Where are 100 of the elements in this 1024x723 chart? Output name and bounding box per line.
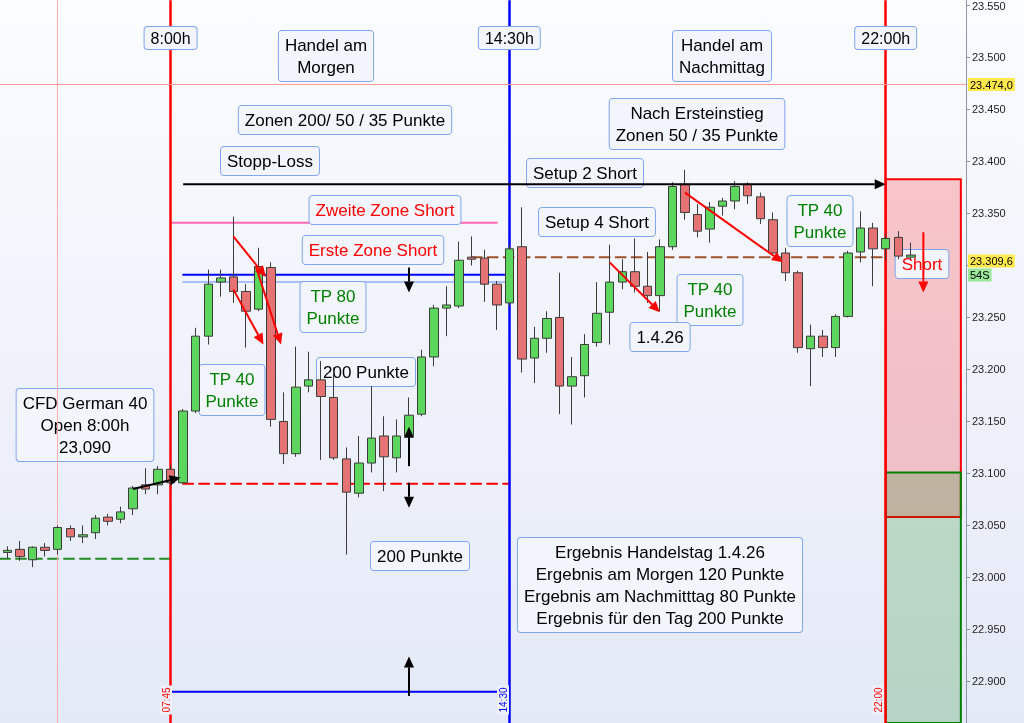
annotation: TP 80 Punkte	[306, 286, 360, 328]
ref-line-label: 8:00h	[150, 29, 191, 47]
candlestick	[429, 304, 439, 367]
annotation: Stopp-Loss	[227, 151, 313, 171]
y-tick-label: 23.350	[972, 207, 1006, 220]
annotation: TP 40 Punkte	[205, 369, 259, 411]
candlestick	[204, 269, 213, 345]
candlestick	[542, 310, 552, 354]
annotation: Zonen 200/ 50 / 35 Punkte	[244, 110, 446, 130]
annotation: TP 40 Punkte	[793, 200, 847, 242]
candlestick	[454, 241, 464, 309]
y-tick-label: 23.150	[972, 415, 1006, 428]
candlestick	[592, 281, 602, 348]
candlestick	[379, 415, 389, 492]
candlestick	[643, 251, 652, 304]
y-tick-label: 23.550	[972, 0, 1006, 12]
annotation: CFD German 40 Open 8:00h 23,090	[22, 393, 148, 457]
candlestick	[417, 349, 426, 417]
y-tick-label: 23.500	[972, 51, 1006, 64]
candlestick	[178, 408, 188, 485]
annotation: Setup 4 Short	[545, 212, 650, 232]
candlestick	[266, 261, 276, 428]
y-tick-label: 22.950	[972, 623, 1006, 636]
candlestick	[367, 385, 376, 473]
y-tick-label: 22.900	[972, 675, 1006, 688]
y-tick-label: 23.250	[972, 311, 1006, 324]
candlestick	[316, 360, 326, 461]
y-tick-label: 23.400	[972, 155, 1006, 168]
candlestick	[78, 524, 88, 544]
candlestick	[342, 446, 351, 556]
annotation: 07:45	[160, 687, 172, 713]
text: 23.309,6	[970, 255, 1013, 267]
candlestick	[53, 524, 62, 556]
ref-line-label: 14:30h	[484, 29, 534, 47]
candlestick	[868, 222, 878, 287]
annotation: Handel am Nachmittag	[679, 35, 765, 77]
y-tick-label: 23.450	[972, 103, 1006, 116]
annotation: Ergebnis Handelstag 1.4.26 Ergebnis am Morgen 120 Punkte Ergebnis am Nachmitttag 80 Punkte Ergebnis für den Tag 200 Punkte	[523, 542, 797, 628]
candlestick	[91, 514, 100, 540]
candlestick	[28, 545, 37, 568]
candlestick	[818, 329, 828, 358]
candlestick	[555, 272, 564, 415]
candlestick	[730, 180, 740, 210]
candlestick	[831, 313, 840, 358]
candlestick	[354, 435, 364, 498]
y-tick-label: 23.100	[972, 467, 1006, 480]
annotation: 200 Punkte	[376, 546, 464, 566]
ref-line-label: 23.474,0	[970, 78, 1013, 91]
candlestick	[605, 244, 614, 345]
candlestick	[693, 203, 702, 238]
candlestick	[743, 181, 752, 205]
candlestick	[655, 238, 665, 312]
candlestick	[768, 211, 778, 256]
annotation: Setup 2 Short	[533, 163, 638, 183]
candlestick	[668, 181, 677, 251]
candlestick	[66, 524, 75, 542]
candlestick	[718, 197, 727, 217]
candlestick	[40, 542, 50, 558]
ref-line-label: 22:00h	[861, 29, 911, 47]
candlestick	[630, 237, 640, 293]
y-tick-label: 23.000	[972, 571, 1006, 584]
candlestick	[781, 247, 790, 282]
annotation: Erste Zone Short	[308, 240, 438, 260]
candlestick	[3, 545, 12, 560]
candlestick	[492, 280, 502, 331]
candlestick	[128, 485, 138, 516]
candlestick	[856, 210, 865, 263]
candlestick	[15, 540, 25, 562]
candlestick	[116, 506, 125, 524]
candlestick	[580, 333, 589, 399]
annotation: 22:00	[872, 687, 884, 713]
candlestick	[806, 324, 815, 387]
annotation: Handel am Morgen	[284, 35, 368, 77]
candlestick	[241, 283, 251, 349]
y-tick-label: 23.050	[972, 519, 1006, 532]
candlestick	[103, 513, 113, 526]
candlestick	[480, 249, 489, 303]
annotation: 1.4.26	[636, 327, 684, 347]
candlestick	[216, 269, 226, 298]
candlestick	[191, 327, 200, 414]
candlestick	[392, 418, 401, 473]
annotation: Zweite Zone Short	[315, 200, 455, 220]
candlestick	[843, 250, 853, 318]
candlestick	[881, 233, 890, 261]
candlestick	[291, 346, 301, 458]
annotation: 14:30	[497, 687, 509, 713]
candlestick	[567, 356, 577, 426]
candlestick	[467, 235, 476, 266]
candlestick	[505, 244, 514, 307]
annotation: Nach Ersteinstieg Zonen 50 / 35 Punkte	[615, 103, 779, 145]
candlestick	[304, 351, 313, 393]
candlestick	[756, 192, 765, 225]
candlestick	[442, 285, 451, 337]
candlestick	[793, 270, 803, 354]
candlestick	[894, 230, 903, 260]
candlestick	[680, 169, 690, 221]
candlestick	[517, 206, 527, 374]
candlestick	[279, 391, 288, 465]
y-tick-label: 23.200	[972, 363, 1006, 376]
candlestick	[530, 326, 539, 384]
